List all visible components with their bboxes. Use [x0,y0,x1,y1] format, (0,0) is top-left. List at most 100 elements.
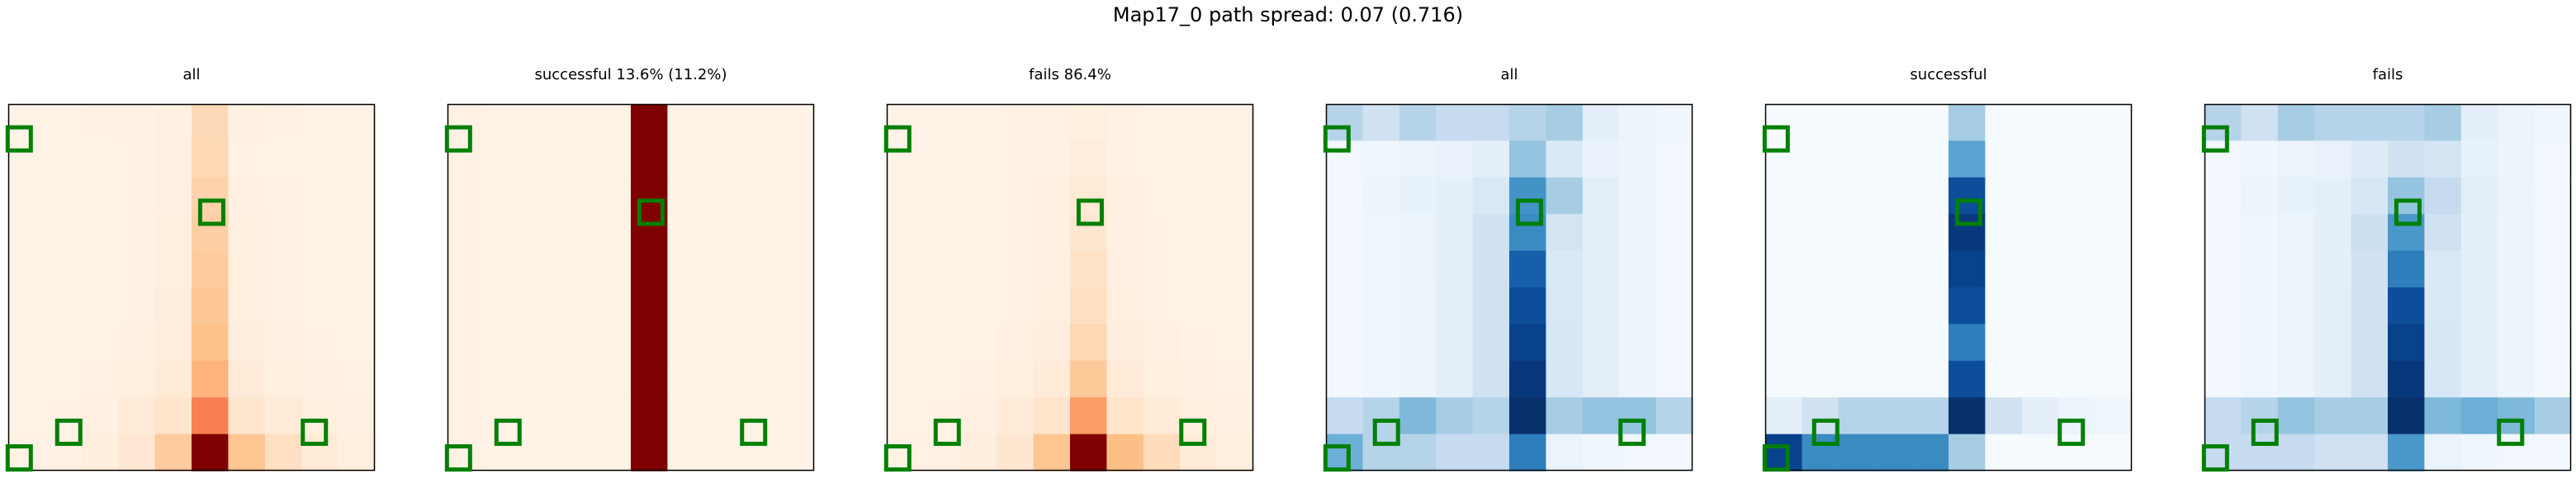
heatmap-cell [1765,104,1802,141]
heatmap-cell [1985,397,2023,435]
heatmap-cell [1362,177,1400,215]
heatmap-cell [192,250,229,288]
heatmap-cell [667,104,705,141]
heatmap-cell [2095,214,2133,252]
heatmap-cell [2021,360,2059,398]
goal-marker [301,418,329,446]
heatmap-cell [338,324,376,362]
heatmap-cell [154,287,192,325]
heatmap-cell [2277,214,2315,252]
heatmap-cell [1655,250,1693,288]
heatmap-cell [2314,250,2352,288]
heatmap-cell [2095,250,2133,288]
heatmap-cell [2277,324,2315,362]
heatmap-cell [301,250,339,288]
heatmap-cell [81,214,119,252]
heatmap-cell [520,104,558,141]
goal-marker [2201,443,2229,472]
goal-marker [5,125,33,153]
heatmap-cell [2424,397,2462,435]
heatmap-cell [959,434,997,472]
heatmap-cell [264,177,302,215]
heatmap-cell [1985,140,2023,178]
heatmap-cell [1106,214,1144,252]
heatmap-cell [1582,140,1620,178]
heatmap-cell [1582,104,1620,141]
heatmap-cell [484,434,522,472]
heatmap-cell [1655,360,1693,398]
heatmap-cell [887,287,924,325]
goal-marker [1762,125,1790,153]
heatmap-cell [81,140,119,178]
heatmap-cell [1838,360,1876,398]
heatmap-cell [1546,177,1584,215]
heatmap-cell [301,324,339,362]
heatmap-cell [2204,397,2242,435]
heatmap-cell [959,140,997,178]
heatmap-cell [1362,287,1400,325]
heatmap-cell [2058,140,2096,178]
heatmap-cell [777,324,815,362]
heatmap-cell [45,250,83,288]
heatmap-cell [520,434,558,472]
heatmap-cell [264,360,302,398]
heatmap-cell [2498,397,2536,435]
heatmap-cell [1546,140,1584,178]
heatmap-cell [741,397,779,435]
heatmap-cell [1472,397,1510,435]
heatmap-cell [887,104,924,141]
heatmap-cell [2058,324,2096,362]
heatmap-cell [301,214,339,252]
heatmap-cell [2021,104,2059,141]
heatmap-cell [557,177,595,215]
axes-frame [1764,103,2133,472]
heatmap-cell [1472,324,1510,362]
heatmap-cell [154,360,192,398]
heatmap-cell [1546,250,1584,288]
heatmap-cell [192,104,229,141]
heatmap-cell [1911,140,1949,178]
heatmap-cell [2241,324,2279,362]
heatmap-cell [2534,287,2572,325]
heatmap-cell [1180,104,1218,141]
heatmap-cell [45,104,83,141]
heatmap-cell [959,104,997,141]
heatmap-cell [228,434,266,472]
heatmap-cell [1765,250,1802,288]
heatmap-cell [484,250,522,288]
heatmap-cell [1216,140,1254,178]
heatmap-cell [1546,104,1584,141]
heatmap-cell [667,287,705,325]
heatmap-cell [1655,104,1693,141]
heatmap-cell [1985,434,2023,472]
heatmap-cell [2277,360,2315,398]
goal-marker [54,418,83,446]
heatmap-cell [1362,250,1400,288]
heatmap-cell [1619,397,1657,435]
heatmap-cell [1619,434,1657,472]
heatmap-cell [959,177,997,215]
heatmap-cell [2058,250,2096,288]
heatmap-cell [2095,324,2133,362]
heatmap-cell [118,214,156,252]
heatmap-cell [8,434,45,472]
heatmap-cell [1180,287,1218,325]
heatmap-cell [594,287,632,325]
heatmap-cell [2534,397,2572,435]
heatmap-cell [1033,214,1071,252]
heatmap-all-reds [5,103,376,472]
heatmap-cell [959,287,997,325]
heatmap-cell [1326,287,1363,325]
heatmap-cell [2021,177,2059,215]
heatmap-cell [1509,324,1546,362]
heatmap-fails-reds [883,103,1254,472]
heatmap-cell [484,177,522,215]
heatmap-cell [2021,287,2059,325]
goal-marker [444,125,472,153]
heatmap-cell [2095,104,2133,141]
heatmap-cell [2534,434,2572,472]
goal-marker [2251,418,2279,446]
heatmap-cell [1985,250,2023,288]
heatmap-cell [1143,397,1181,435]
heatmap-cell [631,104,668,141]
